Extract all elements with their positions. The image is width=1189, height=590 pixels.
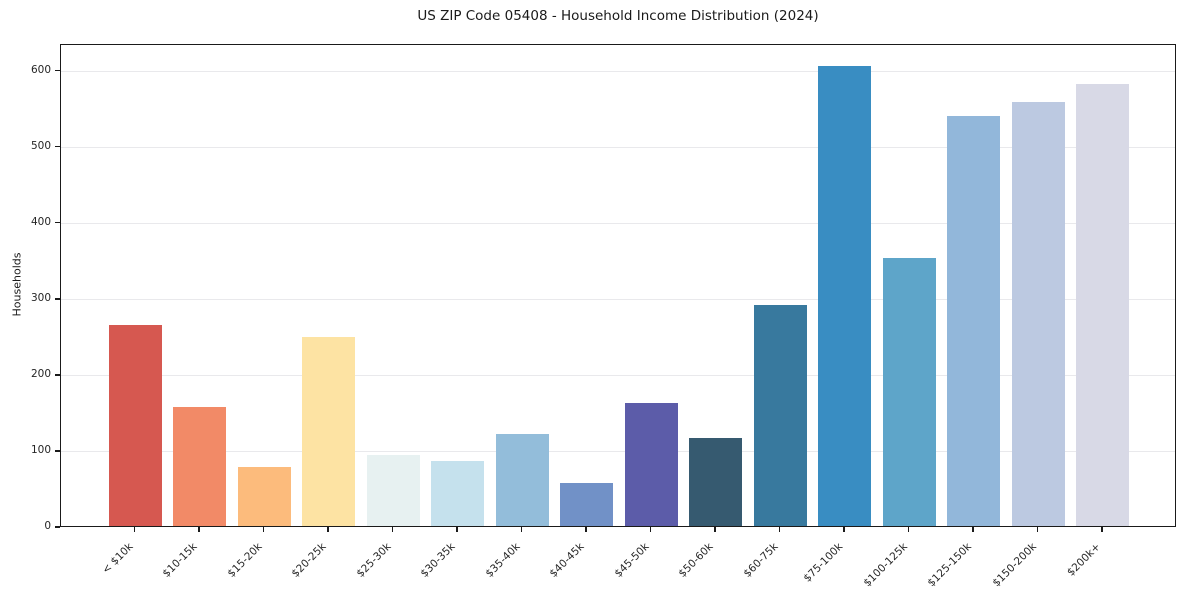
bar-25-30k	[366, 455, 420, 526]
x-tick-mark-12	[907, 527, 909, 532]
y-tick-mark-0	[55, 526, 60, 528]
plot-area	[60, 44, 1176, 527]
gridline-y-100	[61, 451, 1175, 453]
x-tick-label-8: $45-50k	[612, 540, 652, 580]
x-tick-mark-5	[456, 527, 458, 532]
x-tick-mark-4	[391, 527, 393, 532]
x-tick-mark-8	[649, 527, 651, 532]
bar-200k	[1076, 84, 1130, 526]
x-tick-mark-3	[327, 527, 329, 532]
bar-35-40k	[495, 433, 549, 526]
x-tick-label-5: $30-35k	[418, 540, 458, 580]
bar-100-125k	[882, 258, 936, 526]
x-tick-label-14: $150-200k	[989, 540, 1039, 590]
x-tick-label-0: < $10k	[99, 540, 136, 577]
gridline-y-400	[61, 223, 1175, 225]
x-tick-label-7: $40-45k	[547, 540, 587, 580]
y-tick-mark-100	[55, 450, 60, 452]
y-axis-label: Households	[10, 252, 24, 317]
gridline-y-200	[61, 375, 1175, 377]
y-tick-mark-200	[55, 374, 60, 376]
bar-50-60k	[689, 437, 743, 526]
bar-125-150k	[947, 116, 1001, 526]
gridline-y-300	[61, 299, 1175, 301]
y-tick-mark-400	[55, 221, 60, 224]
y-tick-mark-500	[55, 145, 60, 148]
x-tick-label-15: $200k+	[1065, 540, 1103, 579]
x-tick-label-12: $100-125k	[860, 540, 910, 590]
bar-45-50k	[624, 402, 678, 526]
x-tick-mark-9	[714, 527, 716, 532]
x-tick-label-1: $10-15k	[160, 540, 200, 580]
x-tick-label-3: $20-25k	[289, 540, 329, 580]
y-tick-label-500: 500	[30, 139, 51, 152]
gridline-y-600	[61, 71, 1175, 73]
bar-10k	[108, 325, 162, 526]
x-tick-mark-15	[1101, 527, 1103, 532]
y-tick-label-0: 0	[44, 520, 51, 532]
bar-15-20k	[237, 467, 291, 526]
x-tick-label-9: $50-60k	[676, 540, 716, 580]
bar-20-25k	[302, 337, 356, 526]
chart-title: US ZIP Code 05408 - Household Income Dis…	[417, 8, 819, 24]
y-tick-label-300: 300	[30, 291, 51, 304]
bar-30-35k	[431, 461, 485, 526]
x-tick-mark-7	[585, 527, 587, 532]
gridline-y-500	[61, 147, 1175, 149]
x-tick-mark-2	[262, 527, 264, 532]
x-tick-label-2: $15-20k	[225, 540, 265, 580]
x-tick-label-11: $75-100k	[801, 540, 845, 585]
x-tick-mark-0	[133, 527, 135, 532]
x-tick-mark-6	[520, 527, 522, 532]
x-tick-mark-11	[843, 527, 845, 532]
y-tick-mark-600	[55, 69, 60, 72]
y-tick-label-200: 200	[30, 367, 51, 380]
x-tick-label-4: $25-30k	[354, 540, 394, 580]
x-tick-label-6: $35-40k	[483, 540, 523, 580]
y-tick-label-400: 400	[30, 215, 51, 228]
bar-150-200k	[1011, 101, 1065, 526]
y-tick-label-100: 100	[30, 443, 51, 456]
x-tick-mark-14	[1036, 527, 1038, 532]
y-tick-mark-300	[55, 298, 60, 300]
bar-60-75k	[753, 305, 807, 526]
bar-40-45k	[560, 482, 614, 526]
bar-10-15k	[173, 407, 227, 526]
x-tick-label-10: $60-75k	[741, 540, 781, 580]
x-tick-mark-10	[778, 527, 780, 532]
bar-75-100k	[818, 65, 872, 526]
y-tick-label-600: 600	[30, 63, 51, 76]
x-tick-mark-13	[972, 527, 974, 532]
x-tick-label-13: $125-150k	[925, 540, 974, 590]
x-tick-mark-1	[198, 527, 200, 532]
